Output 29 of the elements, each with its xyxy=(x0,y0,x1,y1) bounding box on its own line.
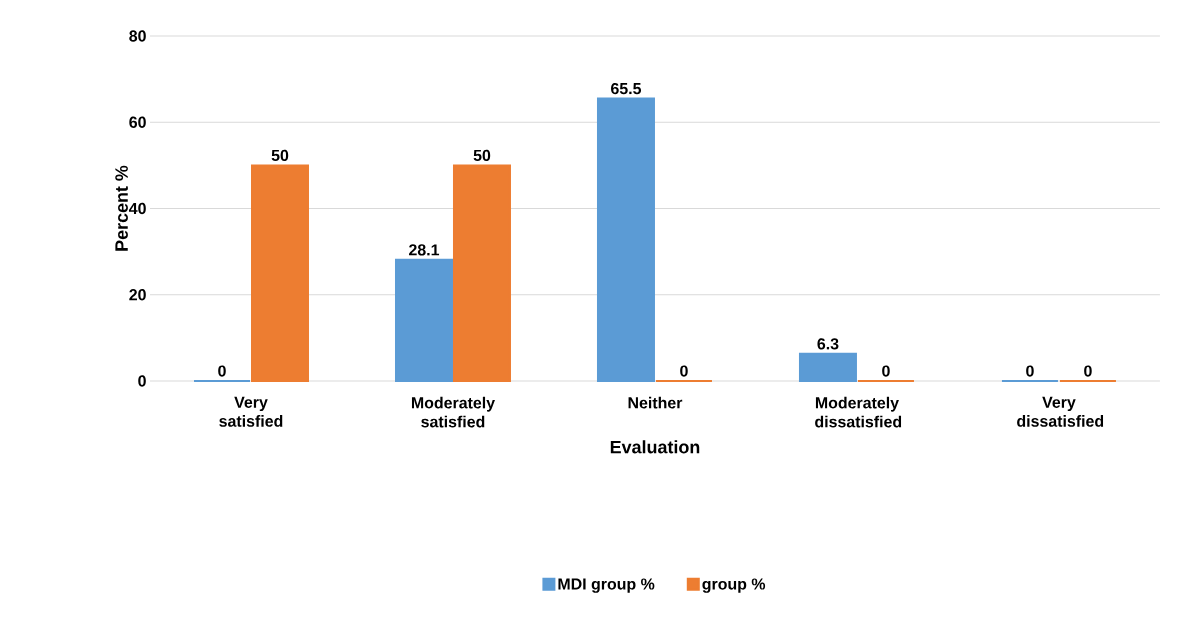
bar xyxy=(250,164,309,382)
data-label: 50 xyxy=(473,149,491,162)
data-label: 28.1 xyxy=(409,244,440,256)
x-tick-label: Moderately satisfied xyxy=(411,396,495,428)
y-tick-label: 60 xyxy=(129,116,146,128)
data-label: 0 xyxy=(680,365,688,377)
data-label: 0 xyxy=(218,365,226,377)
legend-label: MDI group % xyxy=(558,578,655,593)
x-tick-label: Neither xyxy=(628,396,683,409)
data-label: 0 xyxy=(1026,365,1034,377)
x-axis-title: Evaluation xyxy=(610,440,700,454)
y-tick-label: 80 xyxy=(129,30,146,42)
y-axis-title: Percent % xyxy=(115,165,128,251)
legend-label: group % xyxy=(702,578,766,593)
data-label: 0 xyxy=(1084,365,1092,377)
bar xyxy=(452,164,511,382)
y-tick-label: 40 xyxy=(128,202,146,215)
data-label: 50 xyxy=(271,149,289,162)
bar xyxy=(394,258,453,382)
y-tick-label: 0 xyxy=(138,375,146,387)
data-label: 6.3 xyxy=(817,338,839,350)
y-tick-label: 20 xyxy=(129,289,146,301)
data-label: 0 xyxy=(882,365,890,377)
bar xyxy=(798,352,857,382)
x-tick-label: Moderately dissatisfied xyxy=(815,396,902,428)
x-tick-label: Very dissatisfied xyxy=(1017,396,1104,427)
data-label: 65.5 xyxy=(611,82,642,95)
x-tick-label: Very satisfied xyxy=(219,396,283,427)
bar xyxy=(596,97,655,382)
